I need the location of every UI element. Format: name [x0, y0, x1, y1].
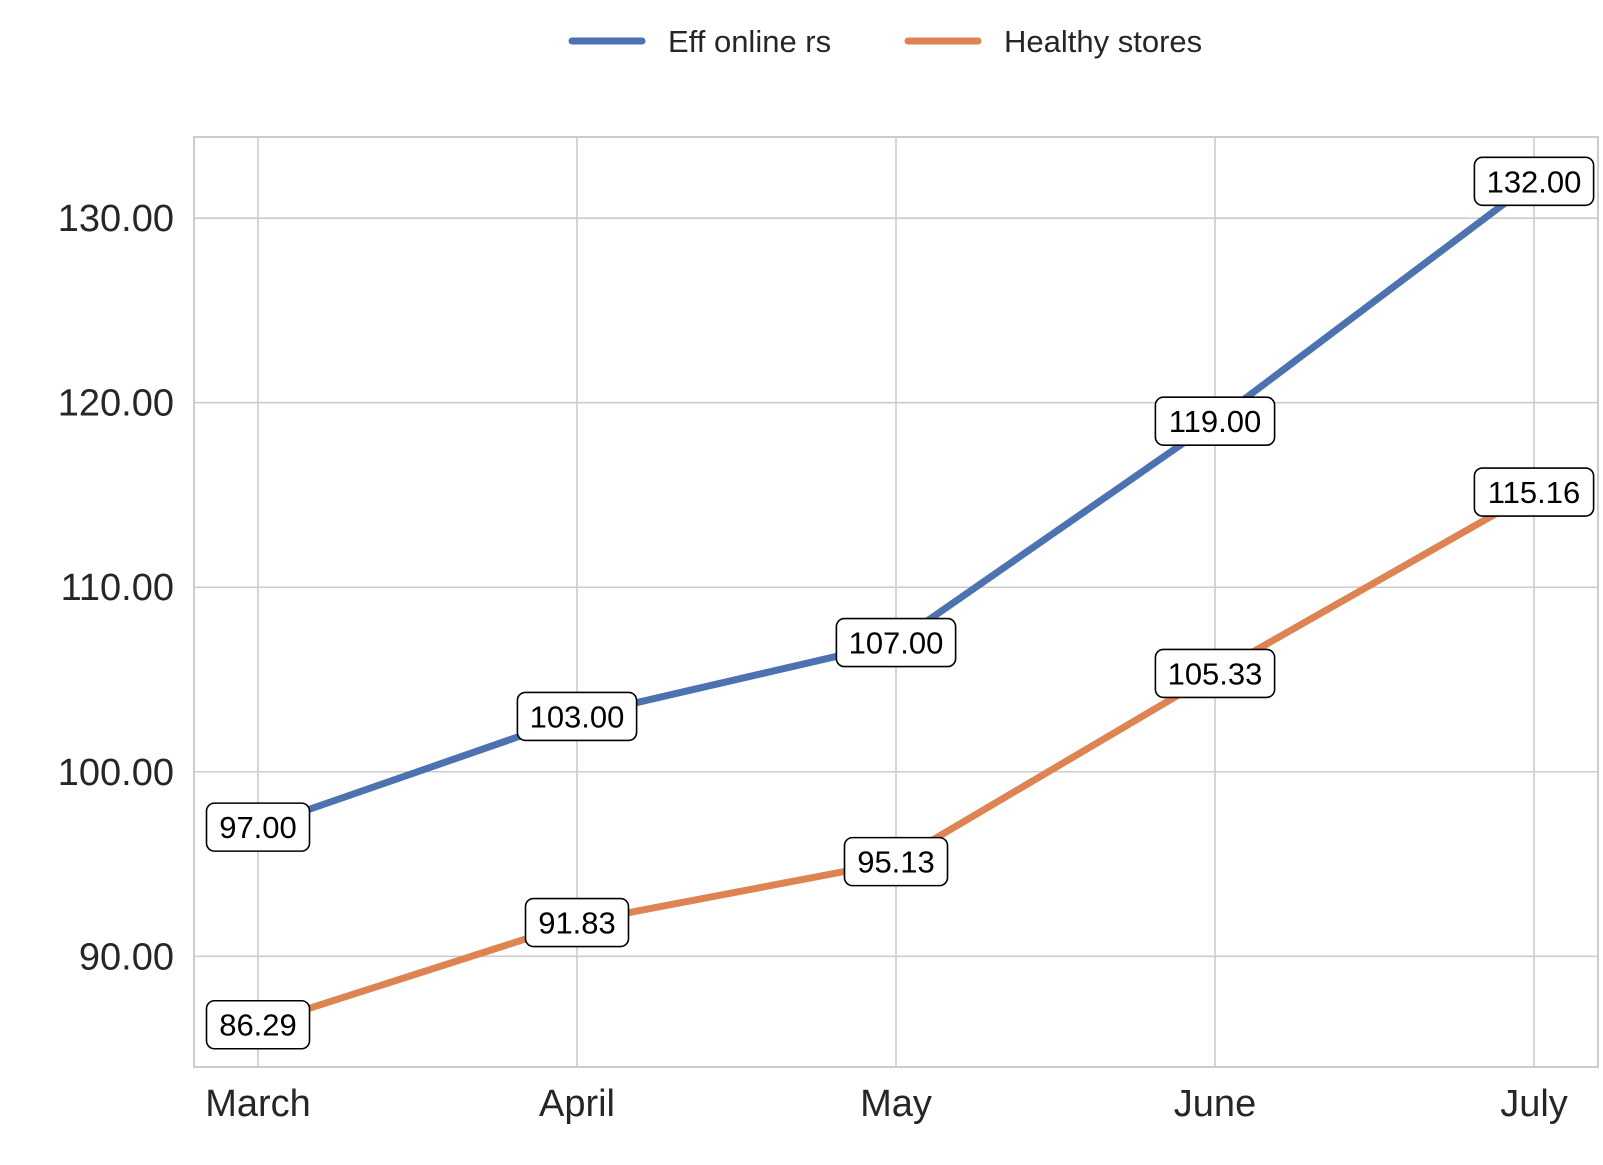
legend-label: Eff online rs [668, 24, 831, 59]
data-label-text: 86.29 [219, 1008, 297, 1043]
data-label-box [1154, 648, 1276, 699]
x-tick-label: April [539, 1083, 615, 1125]
data-label-box [516, 691, 638, 742]
data-label-box [205, 802, 311, 852]
legend-item: Eff online rs [568, 24, 831, 59]
legend: Eff online rs Healthy stores [568, 24, 1202, 59]
legend-item: Healthy stores [904, 24, 1202, 59]
data-label-text: 91.83 [538, 906, 616, 941]
y-tick-label: 90.00 [79, 936, 174, 978]
y-tick-label: 100.00 [58, 752, 174, 794]
legend-label: Healthy stores [1004, 24, 1202, 59]
data-label: 132.00 [1473, 156, 1595, 207]
data-label-box [1473, 156, 1595, 207]
data-label-box [1473, 467, 1595, 517]
data-label: 86.29 [205, 999, 311, 1050]
data-label-text: 107.00 [849, 626, 944, 661]
x-tick-label: June [1174, 1083, 1256, 1125]
data-label: 115.16 [1473, 467, 1595, 517]
y-tick-label: 130.00 [58, 198, 174, 240]
data-label-box [524, 897, 630, 948]
data-label-box [835, 617, 957, 668]
data-label-text: 97.00 [219, 810, 297, 845]
data-label-box [1154, 396, 1276, 446]
x-tick-label: May [860, 1083, 932, 1125]
data-label: 119.00 [1154, 396, 1276, 446]
data-label-text: 105.33 [1168, 656, 1263, 691]
grid-layer [194, 137, 1598, 1067]
data-label-layer: 97.00 103.00 107.00 119.00 132.00 86.29 91.83 9… [205, 156, 1595, 1050]
data-label: 95.13 [843, 836, 949, 887]
data-label: 91.83 [524, 897, 630, 948]
axis-layer: March April May June July 90.00 100.00 110.00 12… [58, 198, 1568, 1125]
plot-frame [193, 136, 1599, 1068]
data-label-text: 132.00 [1487, 164, 1582, 199]
x-tick-label: July [1500, 1083, 1568, 1125]
y-tick-label: 120.00 [58, 383, 174, 425]
data-label-text: 115.16 [1488, 475, 1581, 510]
data-label: 97.00 [205, 802, 311, 852]
data-label: 107.00 [835, 617, 957, 668]
data-label-box [205, 999, 311, 1050]
data-label-text: 103.00 [530, 699, 625, 734]
data-label-box [843, 836, 949, 887]
data-label: 105.33 [1154, 648, 1276, 699]
data-label: 103.00 [516, 691, 638, 742]
data-label-text: 119.00 [1169, 404, 1262, 439]
data-label-text: 95.13 [857, 845, 935, 880]
y-tick-label: 110.00 [61, 567, 174, 609]
x-tick-label: March [205, 1083, 311, 1125]
